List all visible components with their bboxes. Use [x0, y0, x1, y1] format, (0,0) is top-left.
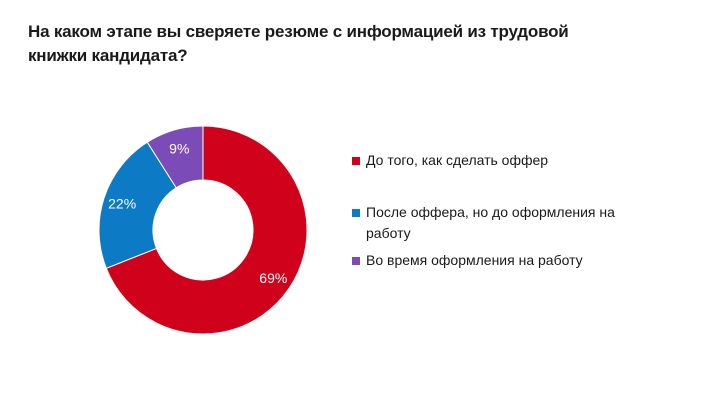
legend-swatch: [352, 209, 360, 217]
legend-label: До того, как сделать оффер: [366, 152, 549, 168]
legend-item: После оффера, но до оформления на работу: [352, 202, 652, 244]
legend-item: До того, как сделать оффер: [352, 150, 548, 171]
slice-value-label: 9%: [169, 140, 189, 156]
slice-value-label: 22%: [108, 196, 136, 212]
legend-label: После оффера, но до оформления на работу: [366, 204, 615, 241]
legend-swatch: [352, 257, 360, 265]
legend-item: Во время оформления на работу: [352, 250, 583, 271]
legend-swatch: [352, 157, 360, 165]
slice-value-label: 69%: [259, 270, 287, 286]
legend-label: Во время оформления на работу: [366, 252, 583, 268]
donut-slice: [146, 125, 204, 189]
donut-slice: [105, 125, 308, 335]
donut-slice: [98, 141, 177, 269]
chart-title: На каком этапе вы сверяете резюме с инфо…: [28, 22, 569, 65]
